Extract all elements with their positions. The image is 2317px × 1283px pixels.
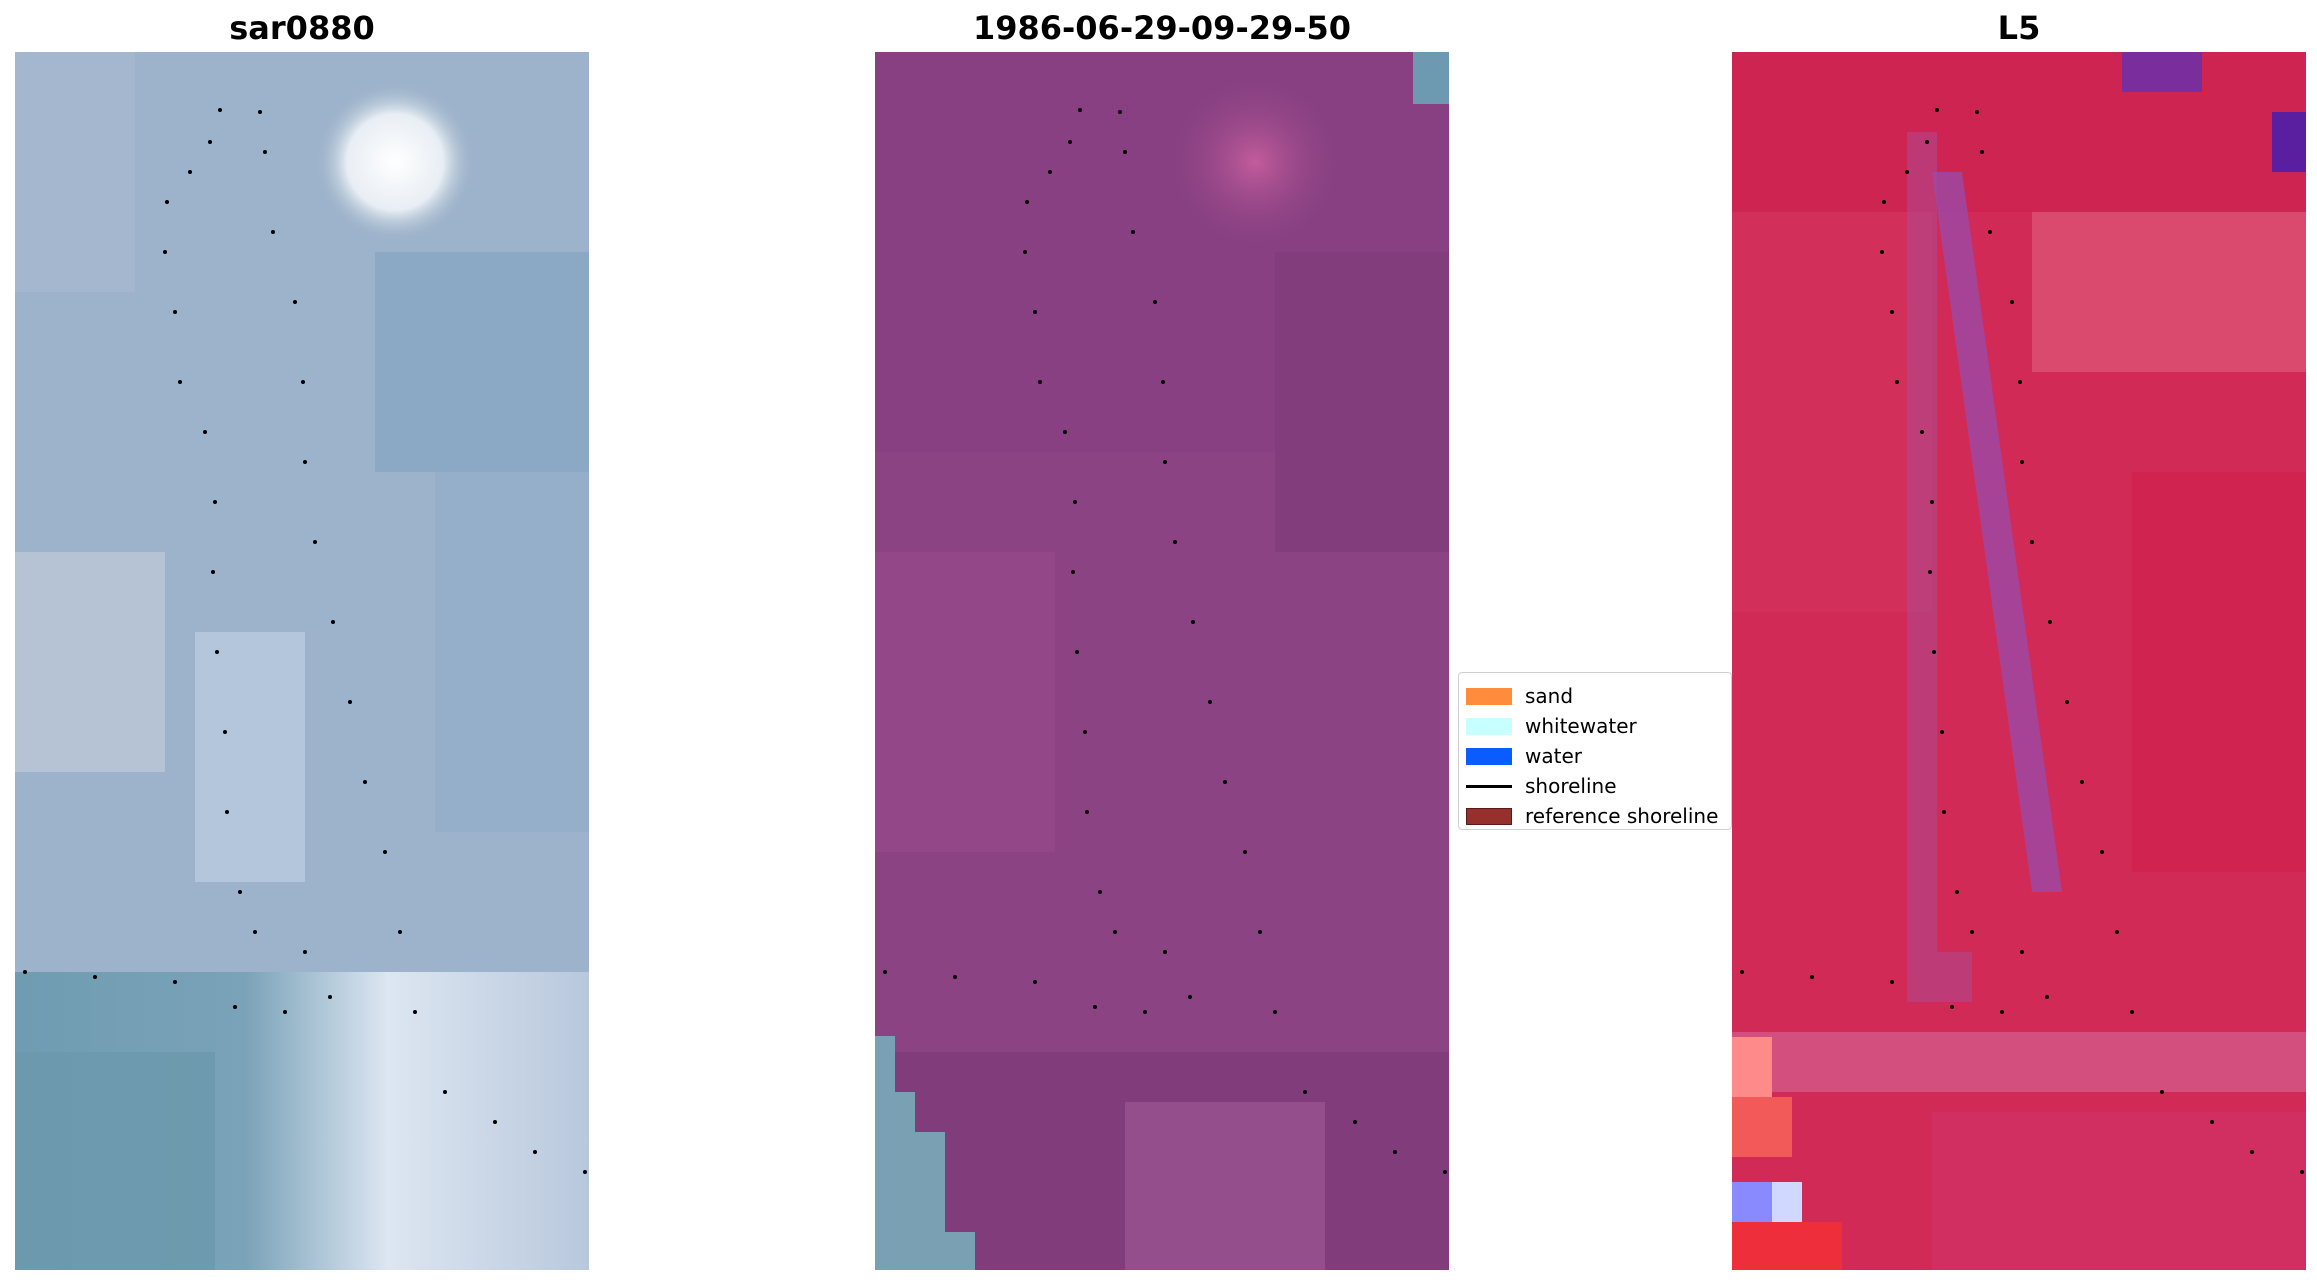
shoreline-line-swatch — [1466, 785, 1512, 788]
sand-swatch — [1466, 688, 1512, 705]
panel-title-sar0880: sar0880 — [229, 9, 375, 47]
classified-image-panel — [875, 52, 1449, 1270]
shoreline-dots — [23, 108, 587, 1174]
legend-label: reference shoreline — [1525, 804, 1719, 828]
classified-image — [875, 52, 1449, 1270]
reference-shoreline-swatch — [1466, 808, 1512, 825]
legend-label: water — [1525, 744, 1582, 768]
legend-label: sand — [1525, 684, 1574, 708]
legend-label: shoreline — [1525, 774, 1617, 798]
shoreline-dots — [883, 108, 1447, 1174]
index-image — [1732, 52, 2306, 1270]
shoreline-dots — [1740, 108, 2304, 1174]
index-image-panel — [1732, 52, 2306, 1270]
rgb-image — [15, 52, 589, 1270]
panel-title-date: 1986-06-29-09-29-50 — [972, 9, 1352, 47]
water-swatch — [1466, 748, 1512, 765]
legend: sand whitewater water shoreline referenc… — [1458, 672, 1732, 830]
rgb-image-panel — [15, 52, 589, 1270]
panel-title-l5: L5 — [1997, 9, 2041, 47]
legend-label: whitewater — [1525, 714, 1637, 738]
whitewater-swatch — [1466, 718, 1512, 735]
